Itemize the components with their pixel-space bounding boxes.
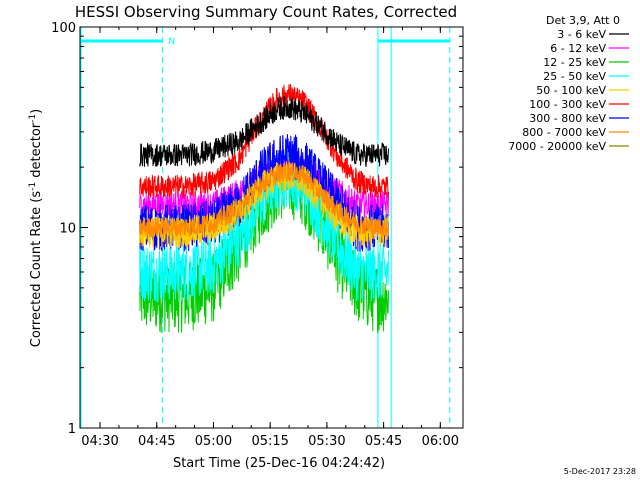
- series-7-line: [139, 162, 389, 240]
- y-axis-ticks: 1 10 100: [51, 21, 463, 437]
- series-lines: [139, 84, 389, 334]
- y-axis-label-sup1: -1: [28, 182, 38, 191]
- y-tick-label-1: 10: [59, 222, 76, 237]
- legend-label-1: 6 - 12 keV: [550, 42, 606, 55]
- y-axis-label-sup2: -1: [28, 114, 38, 123]
- legend-label-3: 25 - 50 keV: [543, 70, 606, 83]
- timestamp: 5-Dec-2017 23:28: [564, 467, 636, 476]
- flags: N: [168, 37, 175, 47]
- series-0-line: [139, 95, 389, 167]
- legend-label-2: 12 - 25 keV: [543, 56, 606, 69]
- y-axis-label: Corrected Count Rate (s-1 detector-1): [28, 109, 44, 347]
- y-axis-label-end: ): [29, 109, 44, 114]
- x-axis-ticks: 04:30 04:45 05:00 05:15 05:30 05:45 06:00: [81, 27, 459, 449]
- x-axis-label: Start Time (25-Dec-16 04:24:42): [173, 456, 385, 471]
- x-tick-label-1: 04:45: [138, 434, 175, 449]
- x-tick-label-4: 05:30: [308, 434, 345, 449]
- legend-label-7: 800 - 7000 keV: [522, 126, 606, 139]
- y-tick-label-0: 1: [68, 422, 76, 437]
- x-tick-label-5: 05:45: [365, 434, 402, 449]
- legend-title: Det 3,9, Att 0: [546, 14, 620, 27]
- legend-label-8: 7000 - 20000 keV: [508, 140, 606, 153]
- y-tick-label-2: 100: [51, 21, 76, 36]
- y-axis-label-mid: detector: [29, 122, 44, 182]
- legend-label-0: 3 - 6 keV: [557, 28, 606, 41]
- x-tick-label-6: 06:00: [422, 434, 459, 449]
- legend-label-6: 300 - 800 keV: [529, 112, 606, 125]
- series-2-line: [139, 146, 389, 334]
- x-tick-label-0: 04:30: [81, 434, 118, 449]
- flag-label-0: N: [168, 37, 175, 47]
- chart-title: HESSI Observing Summary Count Rates, Cor…: [75, 3, 457, 21]
- legend-label-5: 100 - 300 keV: [529, 98, 606, 111]
- x-tick-label-3: 05:15: [251, 434, 288, 449]
- legend-label-4: 50 - 100 keV: [536, 84, 606, 97]
- y-axis-label-main: Corrected Count Rate (s: [29, 191, 44, 348]
- x-tick-label-2: 05:00: [195, 434, 232, 449]
